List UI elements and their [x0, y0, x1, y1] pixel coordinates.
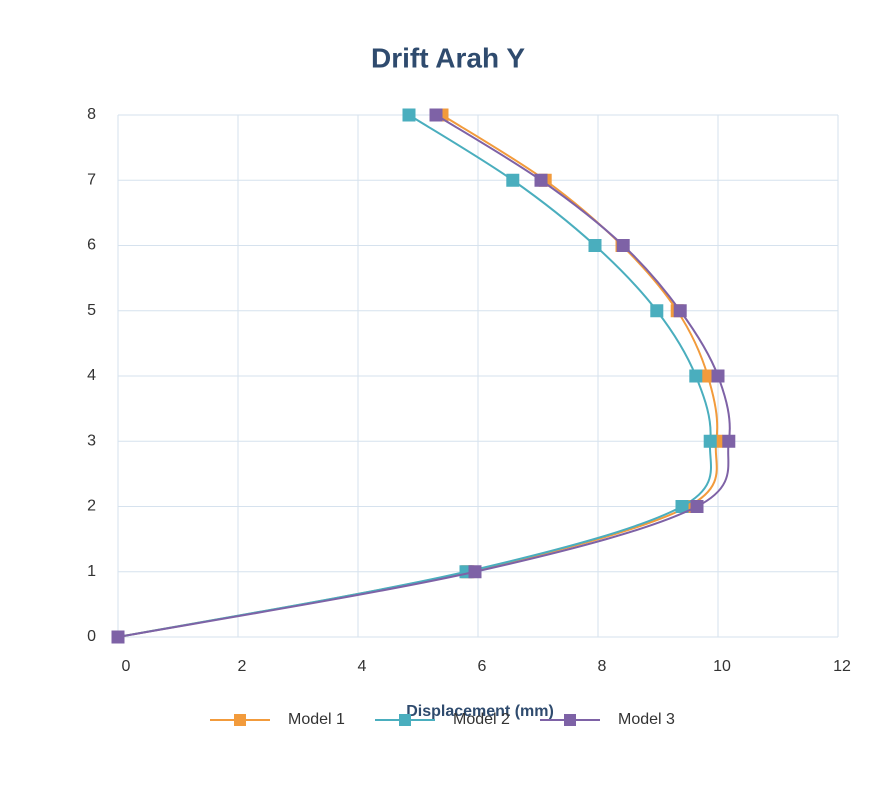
marker: [506, 173, 520, 187]
y-tick-label: 7: [87, 171, 96, 188]
x-tick-label: 2: [238, 658, 247, 675]
y-tick-label: 2: [87, 498, 96, 515]
x-tick-label: 12: [833, 658, 851, 675]
legend-marker: [399, 714, 411, 726]
x-tick-label: 10: [713, 658, 731, 675]
series-line: [117, 114, 713, 638]
marker: [402, 108, 416, 122]
marker: [650, 304, 664, 318]
marker: [690, 500, 704, 513]
x-tick-label: 4: [358, 658, 367, 675]
chart-title: Drift Arah Y: [371, 42, 525, 73]
marker: [429, 108, 443, 122]
y-tick-label: 0: [87, 628, 96, 645]
marker: [111, 630, 125, 644]
y-tick-label: 8: [87, 106, 96, 123]
legend-label: Model 3: [618, 711, 675, 728]
y-tick-label: 4: [87, 367, 96, 384]
y-tick-label: 3: [87, 432, 96, 449]
legend-label: Model 2: [453, 711, 510, 728]
y-tick-label: 6: [87, 237, 96, 254]
marker: [616, 239, 630, 252]
y-tick-label: 5: [87, 302, 96, 319]
marker: [673, 304, 687, 318]
x-tick-label: 8: [598, 658, 607, 675]
marker: [468, 565, 482, 579]
x-tick-label: 6: [478, 658, 487, 675]
marker: [534, 173, 548, 187]
marker: [689, 369, 703, 383]
y-tick-label: 1: [87, 563, 96, 580]
x-axis-title: Displacement (mm): [406, 703, 554, 720]
legend-marker: [234, 714, 246, 726]
x-tick-label: 0: [122, 658, 131, 675]
marker: [722, 434, 736, 448]
series-line: [117, 114, 731, 638]
marker: [703, 434, 717, 448]
legend-marker: [564, 714, 576, 726]
legend-label: Model 1: [288, 711, 345, 728]
marker: [588, 239, 602, 252]
marker: [711, 369, 725, 383]
